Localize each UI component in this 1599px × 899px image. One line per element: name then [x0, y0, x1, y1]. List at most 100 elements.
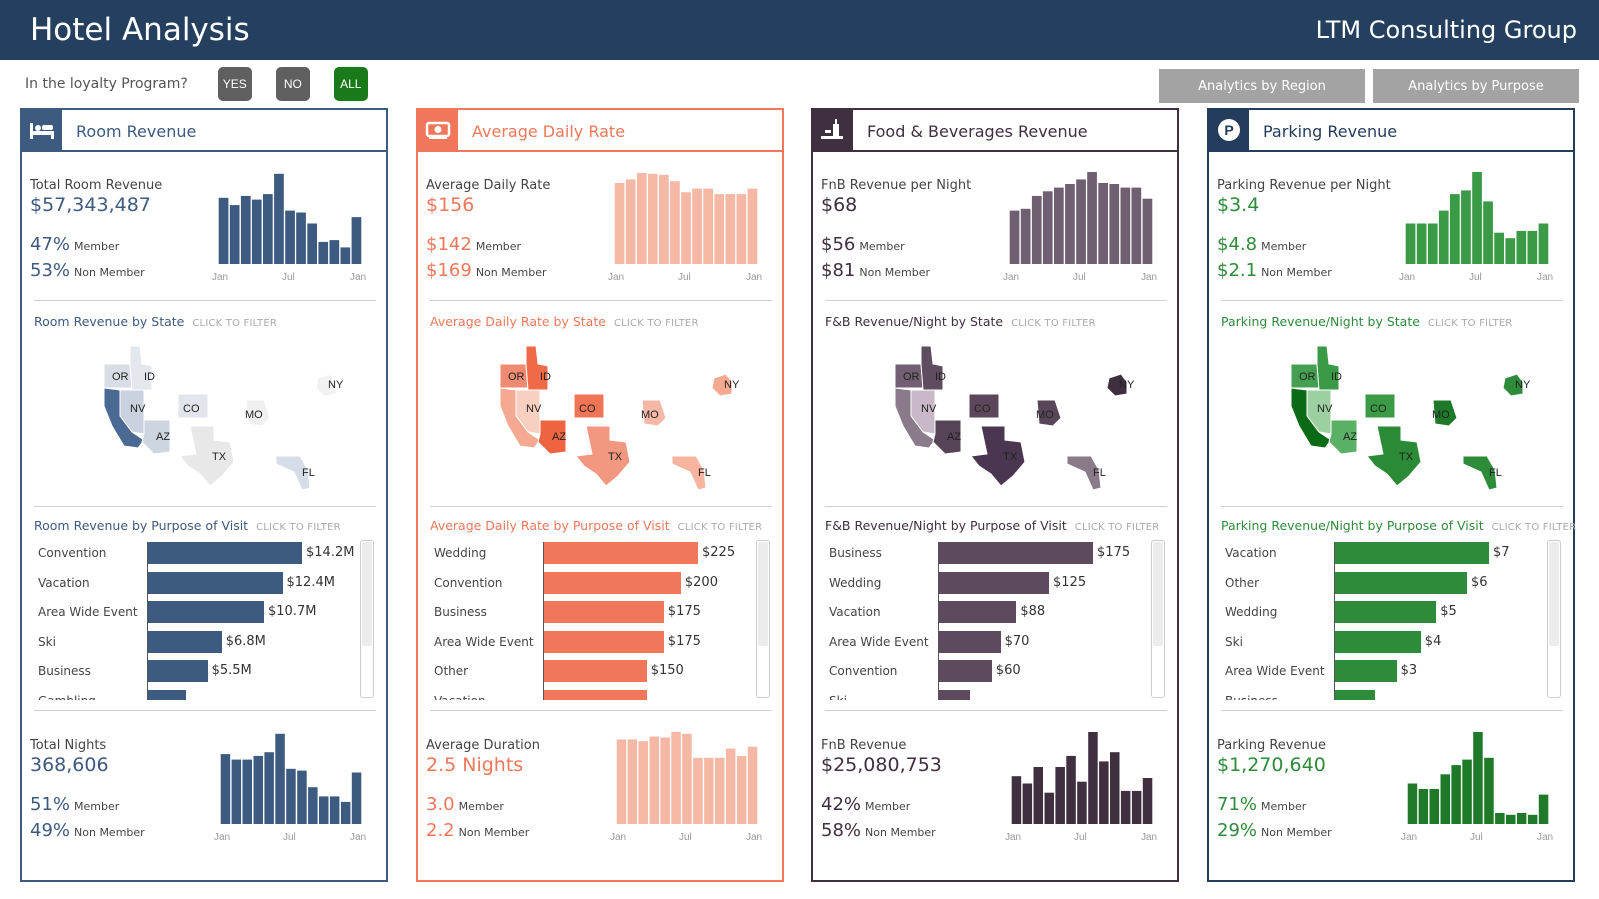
state-ca[interactable]: [499, 387, 541, 449]
state-fl[interactable]: [1462, 455, 1498, 491]
purpose-row[interactable]: Area Wide Event $3: [1225, 660, 1555, 682]
state-co[interactable]: [1364, 393, 1396, 419]
state-az[interactable]: [537, 419, 567, 455]
purpose-row[interactable]: Area Wide Event $70: [829, 630, 1159, 653]
trend-bar[interactable]: [1527, 814, 1538, 824]
purpose-row[interactable]: Other $6: [1225, 571, 1555, 594]
state-id[interactable]: [1316, 345, 1340, 391]
trend-bar[interactable]: [1416, 223, 1427, 265]
trend-bar[interactable]: [681, 192, 691, 264]
purpose-row[interactable]: Vacation $88: [829, 601, 1159, 623]
purpose-row[interactable]: Vacation $7: [1225, 542, 1555, 564]
state-map[interactable]: OR ID NV CO MO NY AZ TX FL: [62, 336, 362, 506]
purpose-row[interactable]: Wedding $5: [1225, 601, 1555, 623]
purpose-bar[interactable]: [544, 689, 647, 700]
trend-bar[interactable]: [725, 748, 736, 824]
trend-bar[interactable]: [647, 173, 658, 264]
purpose-bar[interactable]: [939, 601, 1017, 623]
trend-bar[interactable]: [692, 188, 702, 264]
trend-bar[interactable]: [1054, 187, 1064, 264]
analytics-by-purpose-button[interactable]: Analytics by Purpose: [1373, 69, 1579, 103]
trend-bar[interactable]: [1131, 187, 1142, 264]
filter-all-button[interactable]: ALL: [333, 67, 368, 101]
trend-bar[interactable]: [1451, 765, 1461, 824]
trend-bar[interactable]: [625, 179, 636, 264]
purpose-bar[interactable]: [939, 630, 1001, 653]
trend-bar[interactable]: [1538, 794, 1549, 824]
trend-bar[interactable]: [275, 733, 285, 824]
trend-bar[interactable]: [1405, 223, 1416, 265]
purpose-scrollbar[interactable]: [1151, 540, 1165, 698]
trend-bar[interactable]: [1131, 790, 1142, 824]
trend-bar[interactable]: [1473, 732, 1483, 824]
purpose-bar[interactable]: [148, 601, 264, 623]
state-ca[interactable]: [103, 387, 145, 449]
purpose-bar[interactable]: [544, 660, 647, 682]
trend-bar[interactable]: [274, 173, 284, 264]
trend-bar[interactable]: [351, 772, 362, 825]
trend-bar[interactable]: [1450, 194, 1460, 264]
trend-bar[interactable]: [1407, 783, 1418, 825]
trend-bar[interactable]: [351, 217, 362, 264]
trend-bar[interactable]: [1087, 172, 1097, 264]
trend-bar[interactable]: [1110, 752, 1120, 824]
purpose-bar[interactable]: [1335, 630, 1421, 653]
trend-bar[interactable]: [1099, 761, 1109, 824]
purpose-row[interactable]: Business: [1225, 689, 1555, 700]
purpose-scrollbar[interactable]: [756, 540, 770, 698]
trend-bar[interactable]: [1088, 732, 1098, 824]
purpose-bar[interactable]: [148, 630, 222, 653]
trend-bar[interactable]: [1516, 813, 1527, 824]
trend-bar[interactable]: [1516, 230, 1527, 264]
purpose-bar[interactable]: [1335, 571, 1467, 594]
purpose-row[interactable]: Business $175: [434, 601, 764, 623]
trend-bar[interactable]: [616, 739, 627, 824]
trend-bar[interactable]: [319, 796, 329, 824]
trend-bar[interactable]: [229, 205, 240, 264]
state-mo[interactable]: [1432, 399, 1458, 427]
purpose-scrollbar[interactable]: [360, 540, 374, 698]
trend-bar[interactable]: [1438, 210, 1449, 264]
trend-bar[interactable]: [1109, 184, 1120, 264]
scrollbar-thumb[interactable]: [1549, 542, 1559, 646]
purpose-bar[interactable]: [1335, 542, 1489, 564]
trend-bar[interactable]: [714, 194, 725, 264]
state-tx[interactable]: [1366, 425, 1422, 487]
trend-bar[interactable]: [747, 188, 758, 264]
trend-bar[interactable]: [1527, 230, 1538, 264]
purpose-row[interactable]: Vacation: [434, 689, 764, 700]
purpose-bar[interactable]: [148, 689, 186, 700]
trend-bar[interactable]: [638, 741, 649, 824]
state-ny[interactable]: [1502, 373, 1524, 397]
trend-bar[interactable]: [1484, 757, 1494, 824]
purpose-row[interactable]: Convention $60: [829, 660, 1159, 682]
purpose-row[interactable]: Vacation $12.4M: [38, 571, 368, 594]
trend-bar[interactable]: [1020, 208, 1031, 264]
trend-bar[interactable]: [736, 194, 747, 264]
purpose-bar[interactable]: [1335, 601, 1437, 623]
trend-bar[interactable]: [1538, 223, 1549, 265]
trend-bar[interactable]: [682, 733, 692, 824]
state-fl[interactable]: [275, 455, 311, 491]
state-co[interactable]: [177, 393, 209, 419]
trend-bar[interactable]: [736, 755, 747, 824]
trend-bar[interactable]: [659, 174, 669, 264]
purpose-scrollbar[interactable]: [1547, 540, 1561, 698]
purpose-bar[interactable]: [148, 660, 208, 682]
state-mo[interactable]: [245, 399, 271, 427]
state-id[interactable]: [129, 345, 153, 391]
purpose-bar[interactable]: [939, 542, 1093, 564]
purpose-bar-list[interactable]: Wedding $225 Convention $200 Business $175 Are…: [434, 542, 764, 700]
state-id[interactable]: [525, 345, 549, 391]
trend-bar[interactable]: [242, 759, 253, 824]
state-mo[interactable]: [1036, 399, 1062, 427]
trend-bar[interactable]: [1495, 813, 1505, 824]
purpose-bar-list[interactable]: Business $175 Wedding $125 Vacation $88 Area W…: [829, 542, 1159, 700]
state-az[interactable]: [932, 419, 962, 455]
trend-bar[interactable]: [693, 757, 703, 824]
trend-bar[interactable]: [1505, 238, 1516, 264]
trend-bar[interactable]: [1065, 184, 1075, 264]
purpose-bar[interactable]: [939, 660, 992, 682]
trend-bar[interactable]: [340, 247, 351, 264]
filter-no-button[interactable]: NO: [275, 67, 310, 101]
